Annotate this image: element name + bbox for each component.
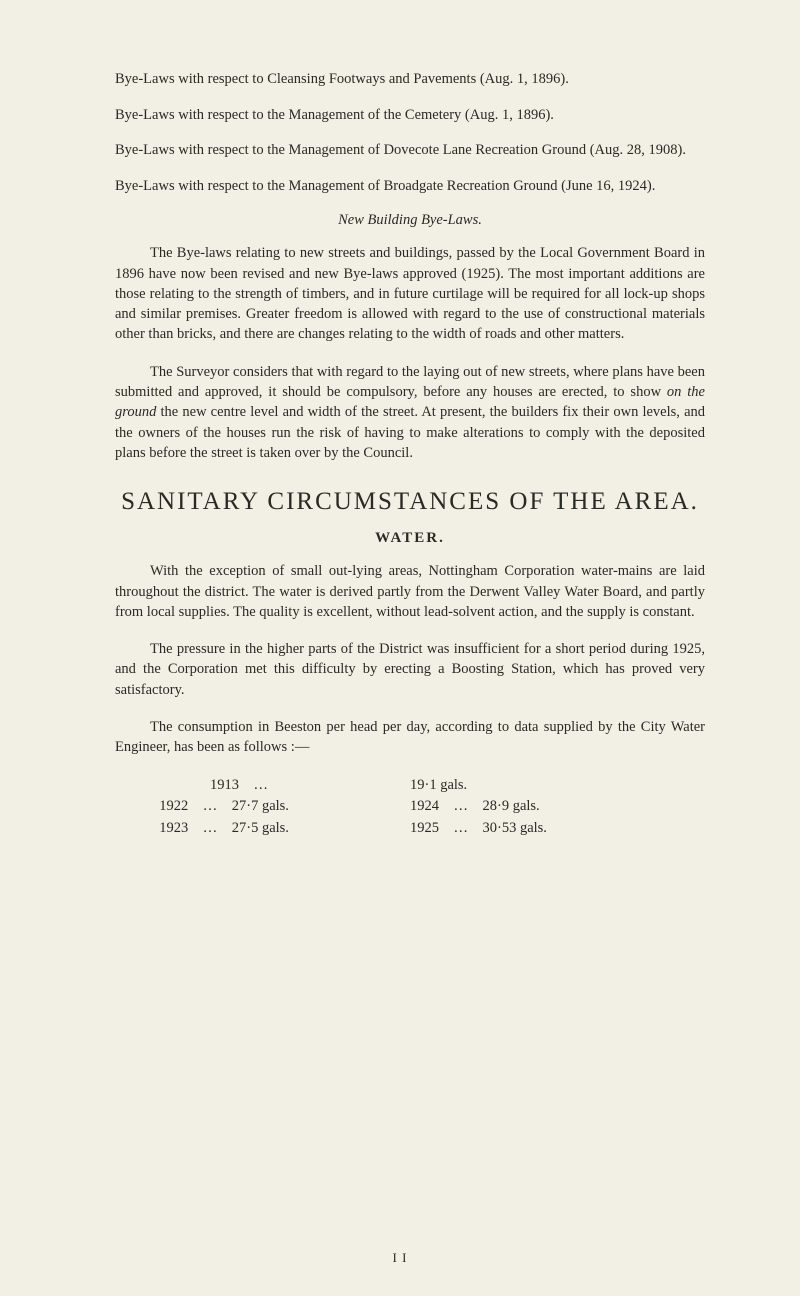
data-row: 1913 … 19·1 gals. [159, 775, 661, 797]
body-paragraph: The consumption in Beeston per head per … [115, 717, 705, 758]
data-cell: 19·1 gals. [410, 775, 661, 797]
section-subtitle: New Building Bye-Laws. [115, 212, 705, 229]
body-paragraph: The pressure in the higher parts of the … [115, 639, 705, 700]
para-text: the new centre level and width of the st… [115, 404, 705, 461]
data-cell: 1924 … 28·9 gals. [410, 796, 661, 818]
data-table: 1913 … 19·1 gals. 1922 … 27·7 gals. 1924… [159, 775, 661, 840]
data-cell: 1923 … 27·5 gals. [159, 818, 410, 840]
data-row: 1922 … 27·7 gals. 1924 … 28·9 gals. [159, 796, 661, 818]
sub-heading: WATER. [115, 530, 705, 547]
para-text: The Surveyor considers that with regard … [115, 364, 705, 400]
bye-law-item: Bye-Laws with respect to Cleansing Footw… [115, 70, 705, 90]
body-paragraph: With the exception of small out-lying ar… [115, 561, 705, 622]
data-cell: 1922 … 27·7 gals. [159, 796, 410, 818]
main-heading: SANITARY CIRCUMSTANCES OF THE AREA. [115, 488, 705, 516]
bye-law-item: Bye-Laws with respect to the Management … [115, 177, 705, 197]
bye-law-item: Bye-Laws with respect to the Management … [115, 141, 705, 161]
bye-law-item: Bye-Laws with respect to the Management … [115, 106, 705, 126]
data-cell: 1925 … 30·53 gals. [410, 818, 661, 840]
data-row: 1923 … 27·5 gals. 1925 … 30·53 gals. [159, 818, 661, 840]
page-number: I I [0, 1250, 800, 1266]
body-paragraph: The Bye-laws relating to new streets and… [115, 243, 705, 344]
data-cell: 1913 … [159, 775, 410, 797]
body-paragraph: The Surveyor considers that with regard … [115, 362, 705, 463]
